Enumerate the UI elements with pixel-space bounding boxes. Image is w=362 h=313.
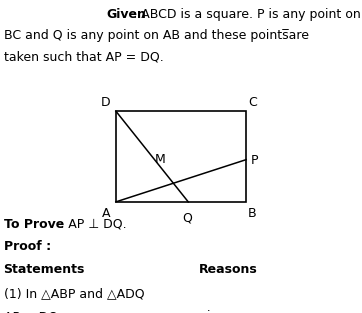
Text: Q: Q	[182, 211, 192, 224]
Bar	[116, 111, 246, 202]
Text: B: B	[248, 207, 257, 220]
Text: M: M	[155, 153, 166, 166]
Text: Proof :: Proof :	[4, 240, 51, 253]
Text: BC and Q is any point on AB and these points̅are: BC and Q is any point on AB and these po…	[4, 29, 309, 42]
Text: P: P	[251, 154, 258, 167]
Text: taken such that AP = DQ.: taken such that AP = DQ.	[4, 50, 163, 64]
Text: given: given	[199, 310, 233, 313]
Text: : ABCD is a square. P is any point on: : ABCD is a square. P is any point on	[129, 8, 360, 21]
Text: Given: Given	[107, 8, 147, 21]
Text: C: C	[248, 96, 257, 109]
Text: (1) In △ABP and △ADQ: (1) In △ABP and △ADQ	[4, 288, 144, 301]
Text: AP = DQ: AP = DQ	[4, 310, 58, 313]
Text: Reasons: Reasons	[199, 263, 258, 276]
Text: To Prove: To Prove	[4, 218, 64, 231]
Text: : AP ⊥ DQ.: : AP ⊥ DQ.	[56, 218, 127, 231]
Text: A: A	[102, 207, 110, 220]
Text: Statements: Statements	[4, 263, 85, 276]
Text: D: D	[101, 96, 110, 109]
